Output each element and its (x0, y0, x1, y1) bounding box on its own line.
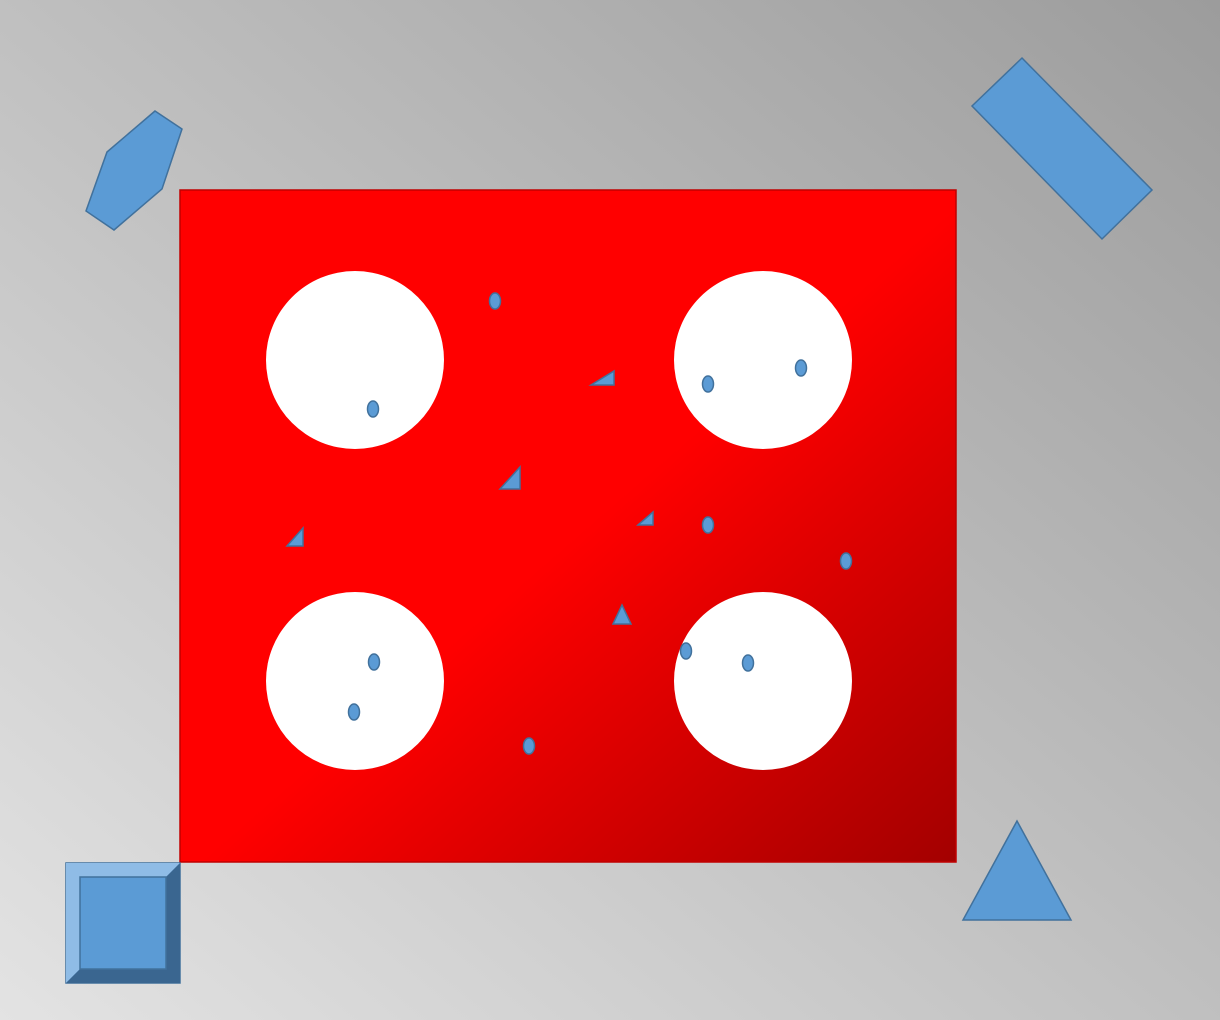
dot-piece[interactable] (367, 653, 381, 671)
dot-piece[interactable] (366, 400, 380, 418)
small-dots (347, 292, 853, 755)
dot-piece[interactable] (488, 292, 502, 310)
small-triangle-piece[interactable] (498, 465, 521, 490)
dot-piece[interactable] (679, 642, 693, 660)
small-triangles (285, 369, 654, 625)
bevel-bottom-right (66, 863, 180, 983)
dot-piece[interactable] (701, 516, 715, 534)
hole-top-left[interactable] (266, 271, 444, 449)
hole-bottom-left[interactable] (266, 592, 444, 770)
hole-bottom-right[interactable] (674, 592, 852, 770)
small-triangle-piece[interactable] (611, 603, 633, 625)
dot-piece[interactable] (839, 552, 853, 570)
rectangle-piece[interactable] (970, 56, 1154, 241)
hole-top-right[interactable] (674, 271, 852, 449)
beveled-square-piece[interactable] (65, 862, 181, 984)
bevel-top-left (66, 863, 180, 983)
dot-piece[interactable] (522, 737, 536, 755)
triangle-piece[interactable] (961, 819, 1073, 921)
red-board (179, 189, 957, 863)
small-triangle-piece[interactable] (588, 369, 615, 386)
dot-piece[interactable] (701, 375, 715, 393)
hexagon-piece[interactable] (85, 110, 183, 231)
small-triangle-piece[interactable] (635, 510, 654, 526)
dot-piece[interactable] (741, 654, 755, 672)
dot-piece[interactable] (794, 359, 808, 377)
small-triangle-piece[interactable] (285, 526, 304, 547)
dot-piece[interactable] (347, 703, 361, 721)
holes (266, 271, 852, 770)
bevel-face (79, 876, 167, 970)
